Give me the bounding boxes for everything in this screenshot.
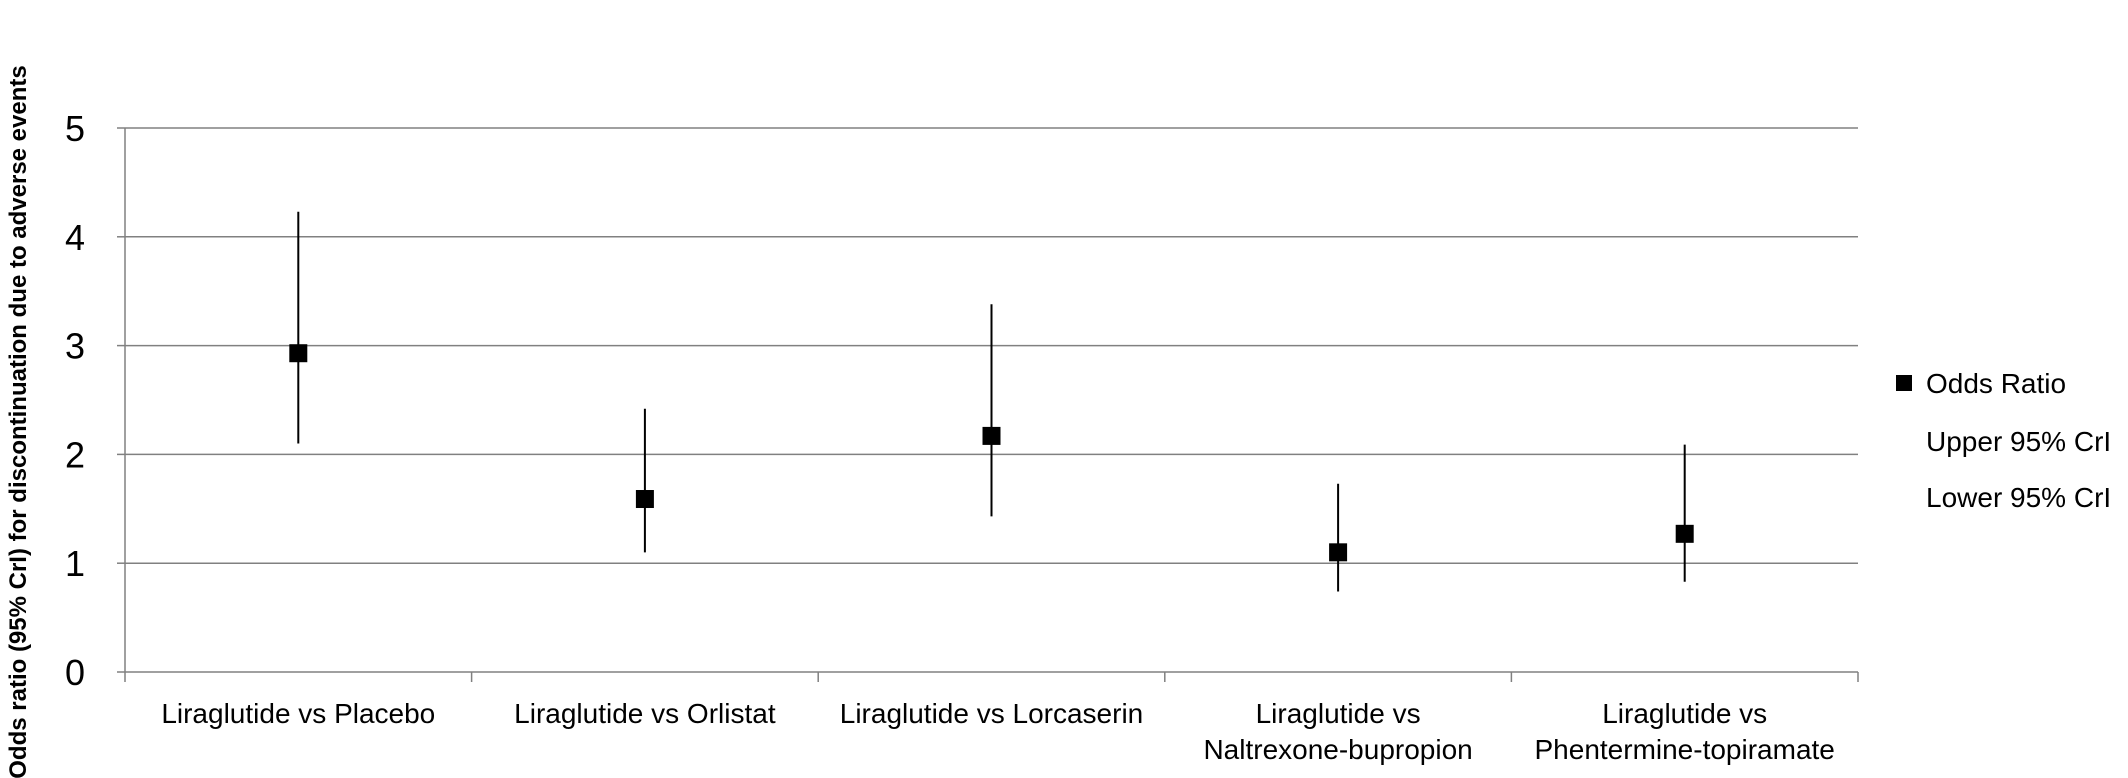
legend-lower-crI: Lower 95% CrI xyxy=(1926,482,2111,513)
odds-ratio-point-4 xyxy=(1675,524,1694,543)
y-tick-label-4: 4 xyxy=(65,217,85,258)
x-tick-label-4: Liraglutide vs Phentermine-topiramate xyxy=(1535,698,1835,765)
odds-ratio-point-1 xyxy=(635,490,654,509)
y-tick-label-1: 1 xyxy=(65,543,85,584)
x-tick-label-2: Liraglutide vs Lorcaserin xyxy=(840,698,1144,729)
y-tick-label-0: 0 xyxy=(65,652,85,693)
x-tick-label-3: Liraglutide vs Naltrexone-bupropion xyxy=(1203,698,1472,765)
error-bars xyxy=(297,211,1686,592)
y-tick-label-3: 3 xyxy=(65,326,85,367)
legend-upper-crI: Upper 95% CrI xyxy=(1926,426,2111,457)
odds-ratio-points xyxy=(289,344,1694,562)
axes xyxy=(117,127,1859,682)
legend: Odds Ratio Upper 95% CrI Lower 95% CrI xyxy=(1896,368,2111,513)
x-tick-label-0: Liraglutide vs Placebo xyxy=(161,698,435,729)
odds-ratio-point-0 xyxy=(289,344,308,363)
legend-odds-ratio: Odds Ratio xyxy=(1926,368,2066,399)
x-tick-label-1: Liraglutide vs Orlistat xyxy=(514,698,776,729)
y-tick-labels: 0 1 2 3 4 5 xyxy=(65,108,85,693)
odds-ratio-point-3 xyxy=(1329,543,1348,562)
y-tick-label-5: 5 xyxy=(65,108,85,149)
odds-ratio-point-2 xyxy=(982,426,1001,445)
legend-marker-odds-ratio xyxy=(1896,375,1912,391)
y-axis-label: Odds ratio (95% CrI) for discontinuation… xyxy=(5,65,32,778)
x-tick-labels: Liraglutide vs Placebo Liraglutide vs Orl… xyxy=(161,698,1835,765)
y-tick-label-2: 2 xyxy=(65,434,85,475)
